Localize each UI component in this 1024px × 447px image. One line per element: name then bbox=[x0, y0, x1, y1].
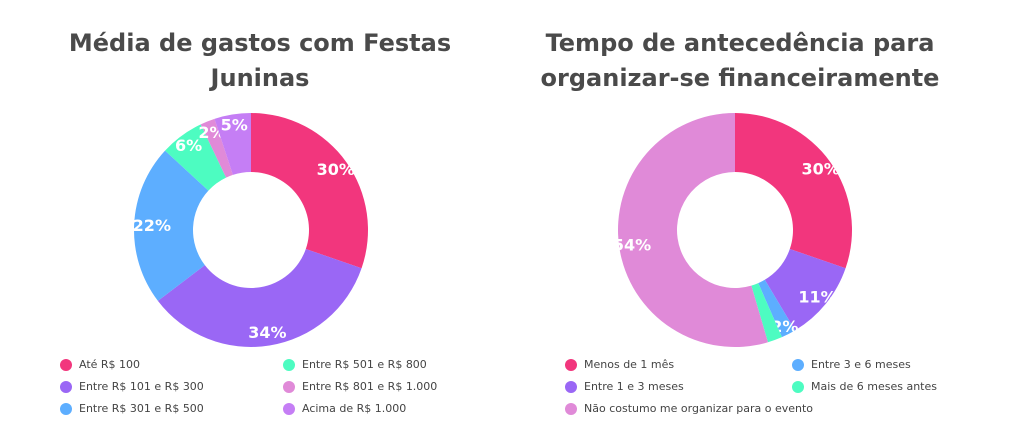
donut-slice bbox=[251, 113, 368, 269]
chart-panel-spending: Média de gastos com Festas Juninas 30% 34… bbox=[60, 0, 460, 447]
slice-data-label: 11% bbox=[798, 288, 836, 307]
legend-label: Entre R$ 501 e R$ 800 bbox=[302, 358, 427, 371]
chart-title-planning: Tempo de antecedência para organizar-se … bbox=[540, 29, 940, 92]
legend-item: Entre 3 e 6 meses bbox=[792, 358, 911, 371]
donut-chart-planning: 30%11%2%54% bbox=[613, 113, 852, 347]
donut-slice bbox=[200, 118, 233, 178]
legend-swatch bbox=[792, 358, 804, 371]
donut-slice bbox=[735, 113, 852, 269]
legend-item: Entre 1 e 3 meses bbox=[565, 380, 684, 393]
legend-item: Mais de 6 meses antes bbox=[792, 380, 937, 393]
legend-label: Entre R$ 301 e R$ 500 bbox=[79, 402, 204, 415]
legend-swatch bbox=[60, 358, 72, 371]
legend-item: Entre R$ 301 e R$ 500 bbox=[60, 402, 204, 415]
slice-data-label: 54% bbox=[613, 235, 651, 254]
donut-chart-spending: 30%34%22%6%2%5% bbox=[133, 113, 368, 348]
legend-swatch bbox=[283, 358, 295, 371]
legend-swatch bbox=[565, 358, 577, 371]
legend-swatch bbox=[60, 380, 72, 393]
slice-data-label: 22% bbox=[133, 216, 171, 235]
donut-slice bbox=[758, 279, 796, 338]
legend-swatch bbox=[565, 380, 577, 393]
legend-item: Não costumo me organizar para o evento bbox=[565, 402, 813, 415]
legend-swatch bbox=[565, 402, 577, 415]
slice-data-label: 30% bbox=[802, 159, 840, 178]
donut-slice bbox=[214, 113, 251, 175]
legend-label: Não costumo me organizar para o evento bbox=[584, 402, 814, 415]
legend-item: Até R$ 100 bbox=[60, 358, 140, 371]
chart-panel-planning: Tempo de antecedência para organizar-se … bbox=[525, 0, 955, 447]
slice-data-label: 6% bbox=[175, 136, 202, 155]
legend-item: Entre R$ 501 e R$ 800 bbox=[283, 358, 427, 371]
donut-slice bbox=[764, 248, 846, 331]
donut-slice bbox=[618, 113, 768, 347]
legend-label: Menos de 1 mês bbox=[584, 358, 675, 371]
donut-slice bbox=[751, 283, 782, 343]
legend-label: Entre 1 e 3 meses bbox=[584, 380, 684, 393]
slice-data-label: 34% bbox=[248, 323, 286, 342]
legend-item: Menos de 1 mês bbox=[565, 358, 674, 371]
donut-slice bbox=[157, 248, 362, 348]
legend-label: Acima de R$ 1.000 bbox=[302, 402, 407, 415]
legend-swatch bbox=[283, 380, 295, 393]
slice-data-label: 5% bbox=[221, 115, 248, 134]
legend-label: Entre 3 e 6 meses bbox=[811, 358, 911, 371]
legend-item: Entre R$ 101 e R$ 300 bbox=[60, 380, 204, 393]
donut-slice bbox=[134, 150, 209, 301]
legend-label: Até R$ 100 bbox=[79, 358, 141, 371]
slice-data-label: 30% bbox=[317, 160, 355, 179]
legend-label: Entre R$ 101 e R$ 300 bbox=[79, 380, 204, 393]
legend-swatch bbox=[60, 402, 72, 415]
legend-item: Acima de R$ 1.000 bbox=[283, 402, 406, 415]
legend-item: Entre R$ 801 e R$ 1.000 bbox=[283, 380, 437, 393]
donut-slice bbox=[165, 124, 227, 191]
chart-title-spending: Média de gastos com Festas Juninas bbox=[68, 29, 452, 92]
legend-swatch bbox=[283, 402, 295, 415]
legend-label: Entre R$ 801 e R$ 1.000 bbox=[302, 380, 438, 393]
legend-swatch bbox=[792, 380, 804, 393]
legend-label: Mais de 6 meses antes bbox=[811, 380, 937, 393]
